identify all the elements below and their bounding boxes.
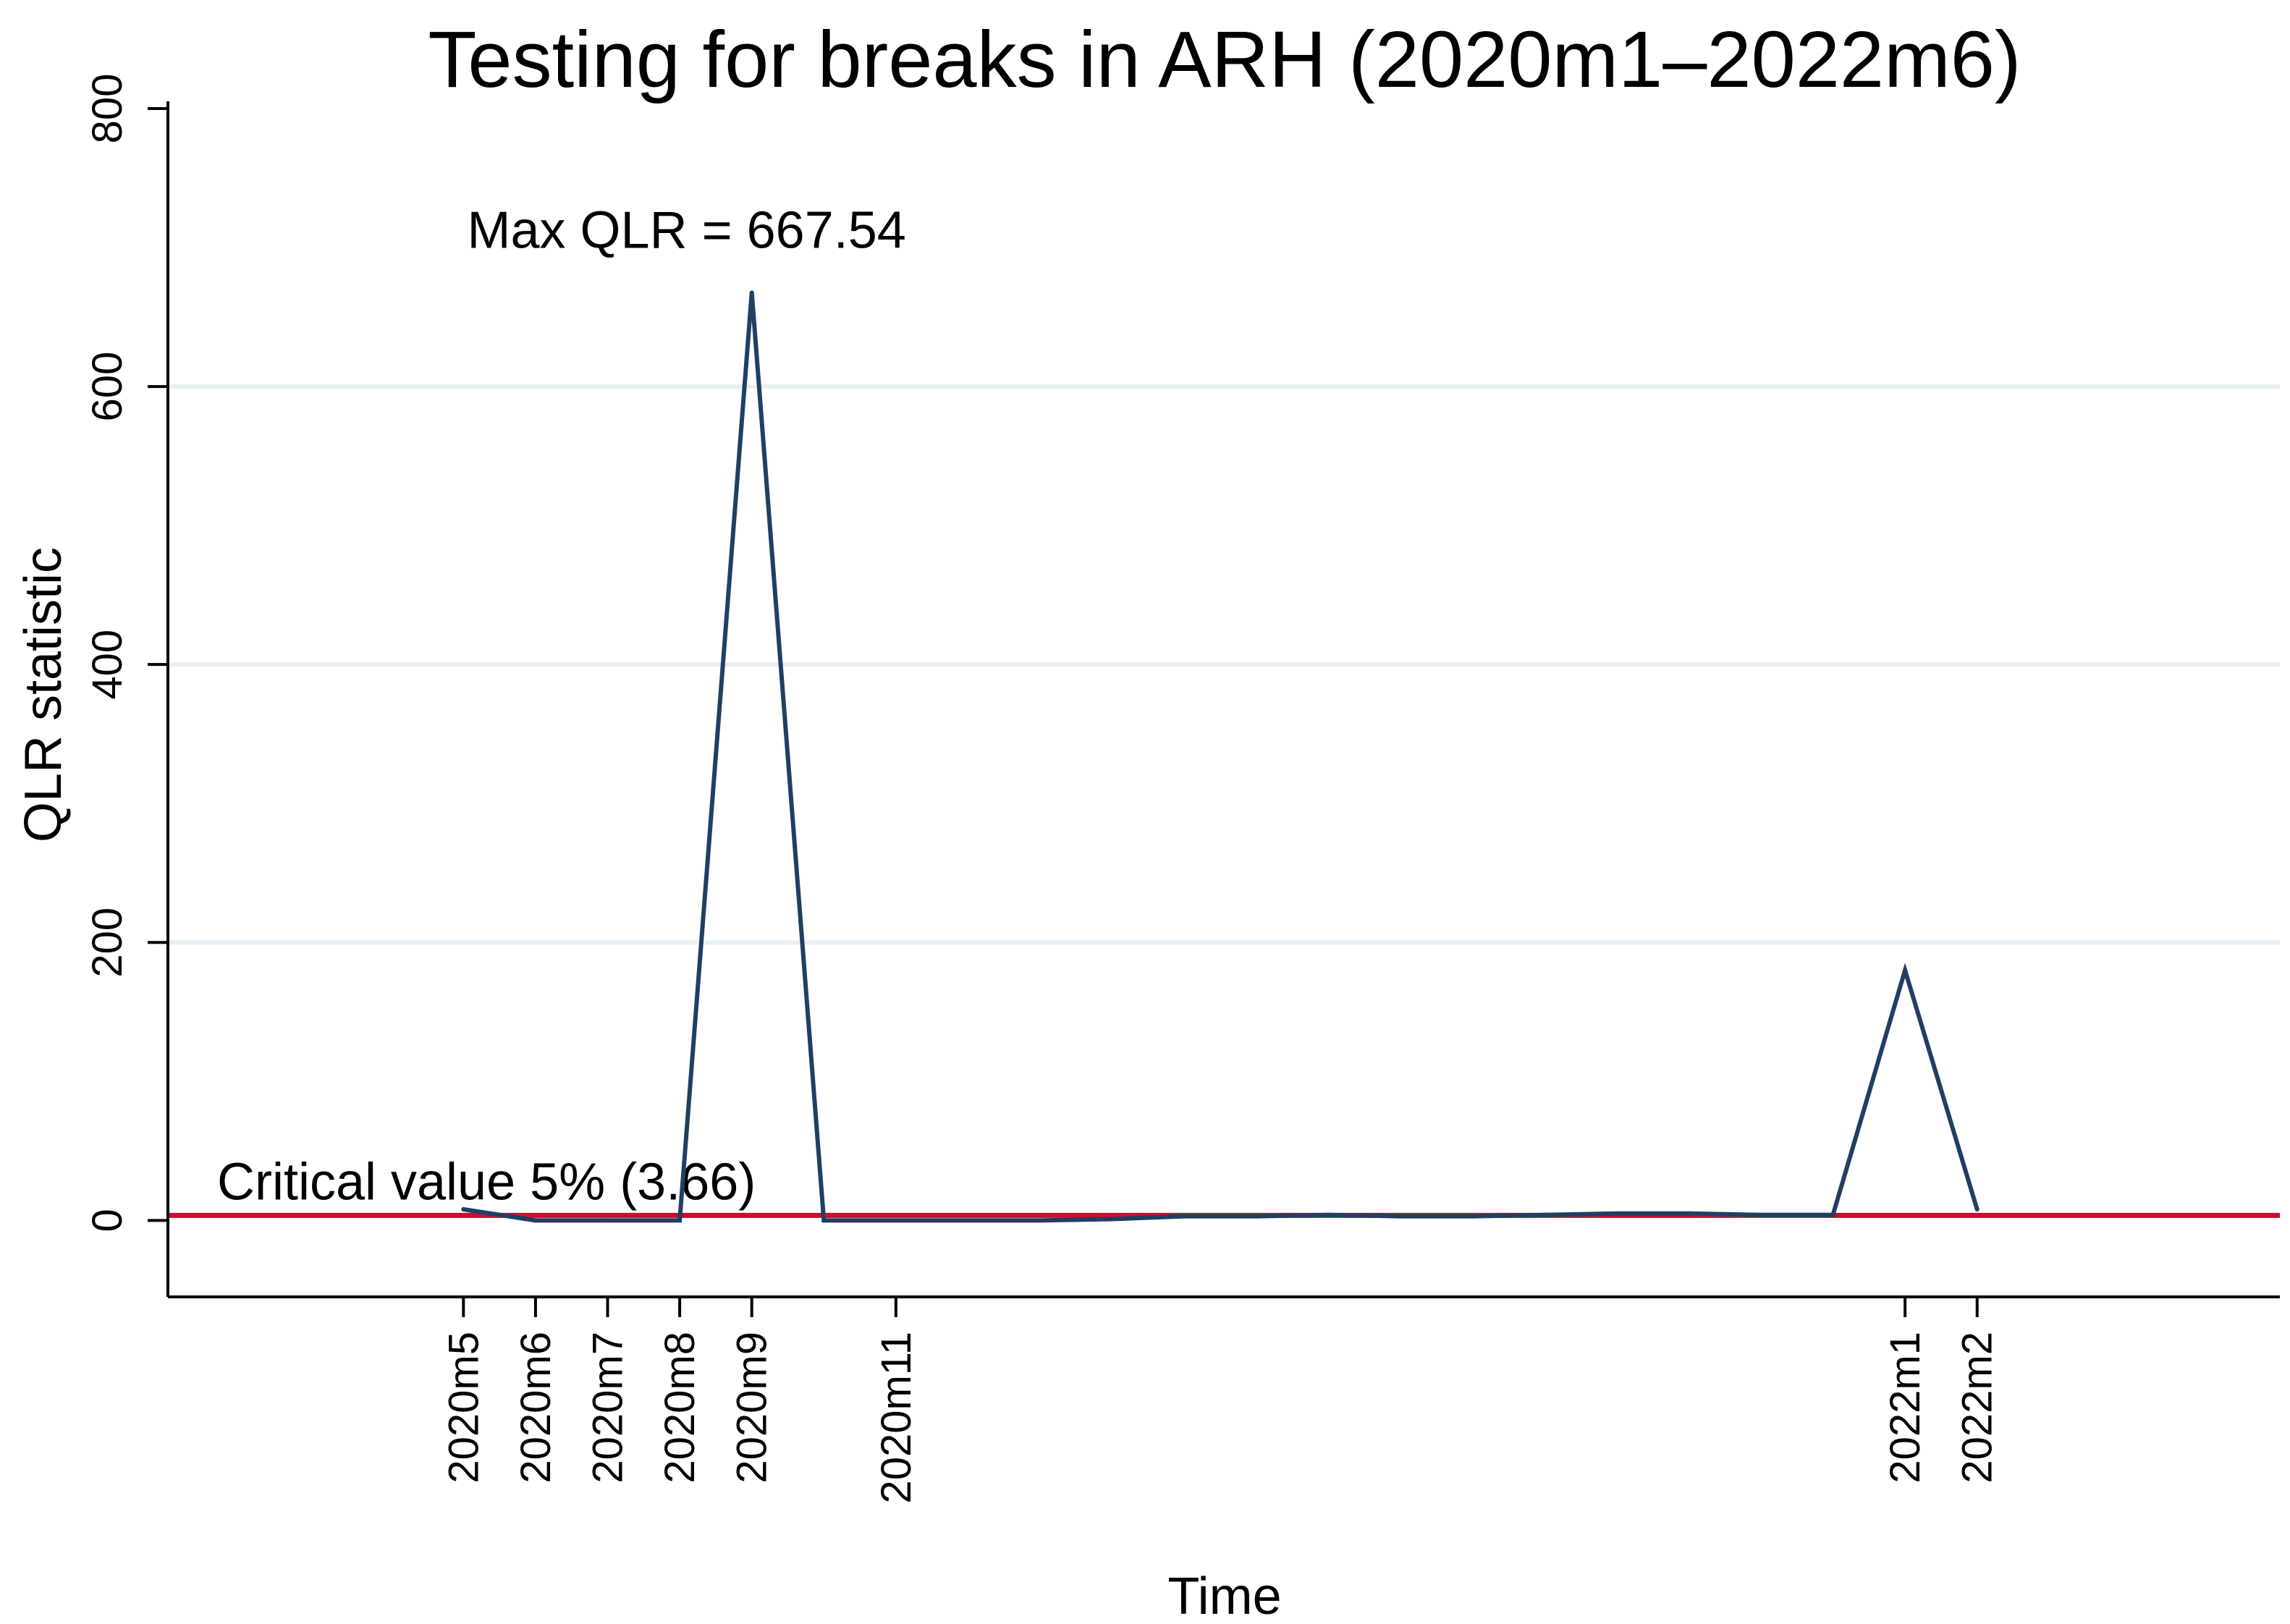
data-point-2020m12 <box>966 1218 971 1223</box>
y-tick-label-400: 400 <box>84 630 131 700</box>
data-point-2021m2 <box>1110 1217 1115 1222</box>
data-point-2021m4 <box>1254 1214 1259 1219</box>
data-point-2021m6 <box>1398 1214 1403 1219</box>
data-point-2021m11 <box>1758 1212 1763 1217</box>
series-line-0 <box>461 292 1980 1223</box>
y-tick-label-800: 800 <box>84 74 131 144</box>
data-point-2021m9 <box>1614 1211 1619 1216</box>
data-point-2022m1 <box>1903 968 1908 973</box>
x-tick-label-2020m6: 2020m6 <box>512 1332 559 1484</box>
x-tick-label-2020m8: 2020m8 <box>656 1332 704 1484</box>
x-tick-label-2020m11: 2020m11 <box>873 1332 920 1504</box>
data-point-2021m8 <box>1542 1212 1547 1217</box>
data-point-2021m5 <box>1326 1212 1331 1217</box>
data-point-2022m2 <box>1974 1207 1980 1212</box>
y-tick-label-200: 200 <box>84 908 131 978</box>
data-point-2020m9 <box>749 290 754 295</box>
axes: 0 200 400 600 800 2020m5 2020m6 2020m7 2020m8 202… <box>84 74 2280 1504</box>
x-tick-label-2022m2: 2022m2 <box>1954 1332 2001 1484</box>
x-tick-label-2020m5: 2020m5 <box>440 1332 487 1484</box>
x-axis-title: Time <box>1167 1568 1281 1624</box>
data-point-2020m7 <box>605 1218 610 1223</box>
data-point-2020m8 <box>677 1218 683 1223</box>
data-point-2021m3 <box>1182 1214 1187 1219</box>
grid-lines <box>169 384 2280 945</box>
x-tick-label-2020m7: 2020m7 <box>585 1332 632 1484</box>
critical-value-layer: Critical value 5% (3.66) <box>169 1153 2280 1218</box>
data-point-2021m7 <box>1470 1214 1475 1219</box>
y-tick-label-600: 600 <box>84 352 131 422</box>
data-point-2020m10 <box>821 1218 827 1223</box>
data-point-2020m6 <box>533 1218 538 1223</box>
data-point-2021m1 <box>1038 1218 1043 1223</box>
data-point-2020m11 <box>893 1218 898 1223</box>
x-tick-label-2020m9: 2020m9 <box>729 1332 776 1484</box>
y-tick-label-0: 0 <box>84 1209 131 1232</box>
critical-value-label: Critical value 5% (3.66) <box>217 1153 756 1211</box>
data-point-2021m12 <box>1830 1212 1835 1217</box>
chart-title: Testing for breaks in ARH (2020m1–2022m6… <box>428 15 2021 104</box>
annotation-layer: Max QLR = 667.54 <box>468 201 906 259</box>
annotation-0: Max QLR = 667.54 <box>468 201 906 259</box>
x-tick-label-2022m1: 2022m1 <box>1882 1332 1929 1484</box>
series-layer <box>461 290 1980 1223</box>
data-point-2020m5 <box>461 1207 466 1212</box>
data-point-2021m10 <box>1686 1211 1691 1216</box>
y-axis-title: QLR statistic <box>14 547 72 842</box>
